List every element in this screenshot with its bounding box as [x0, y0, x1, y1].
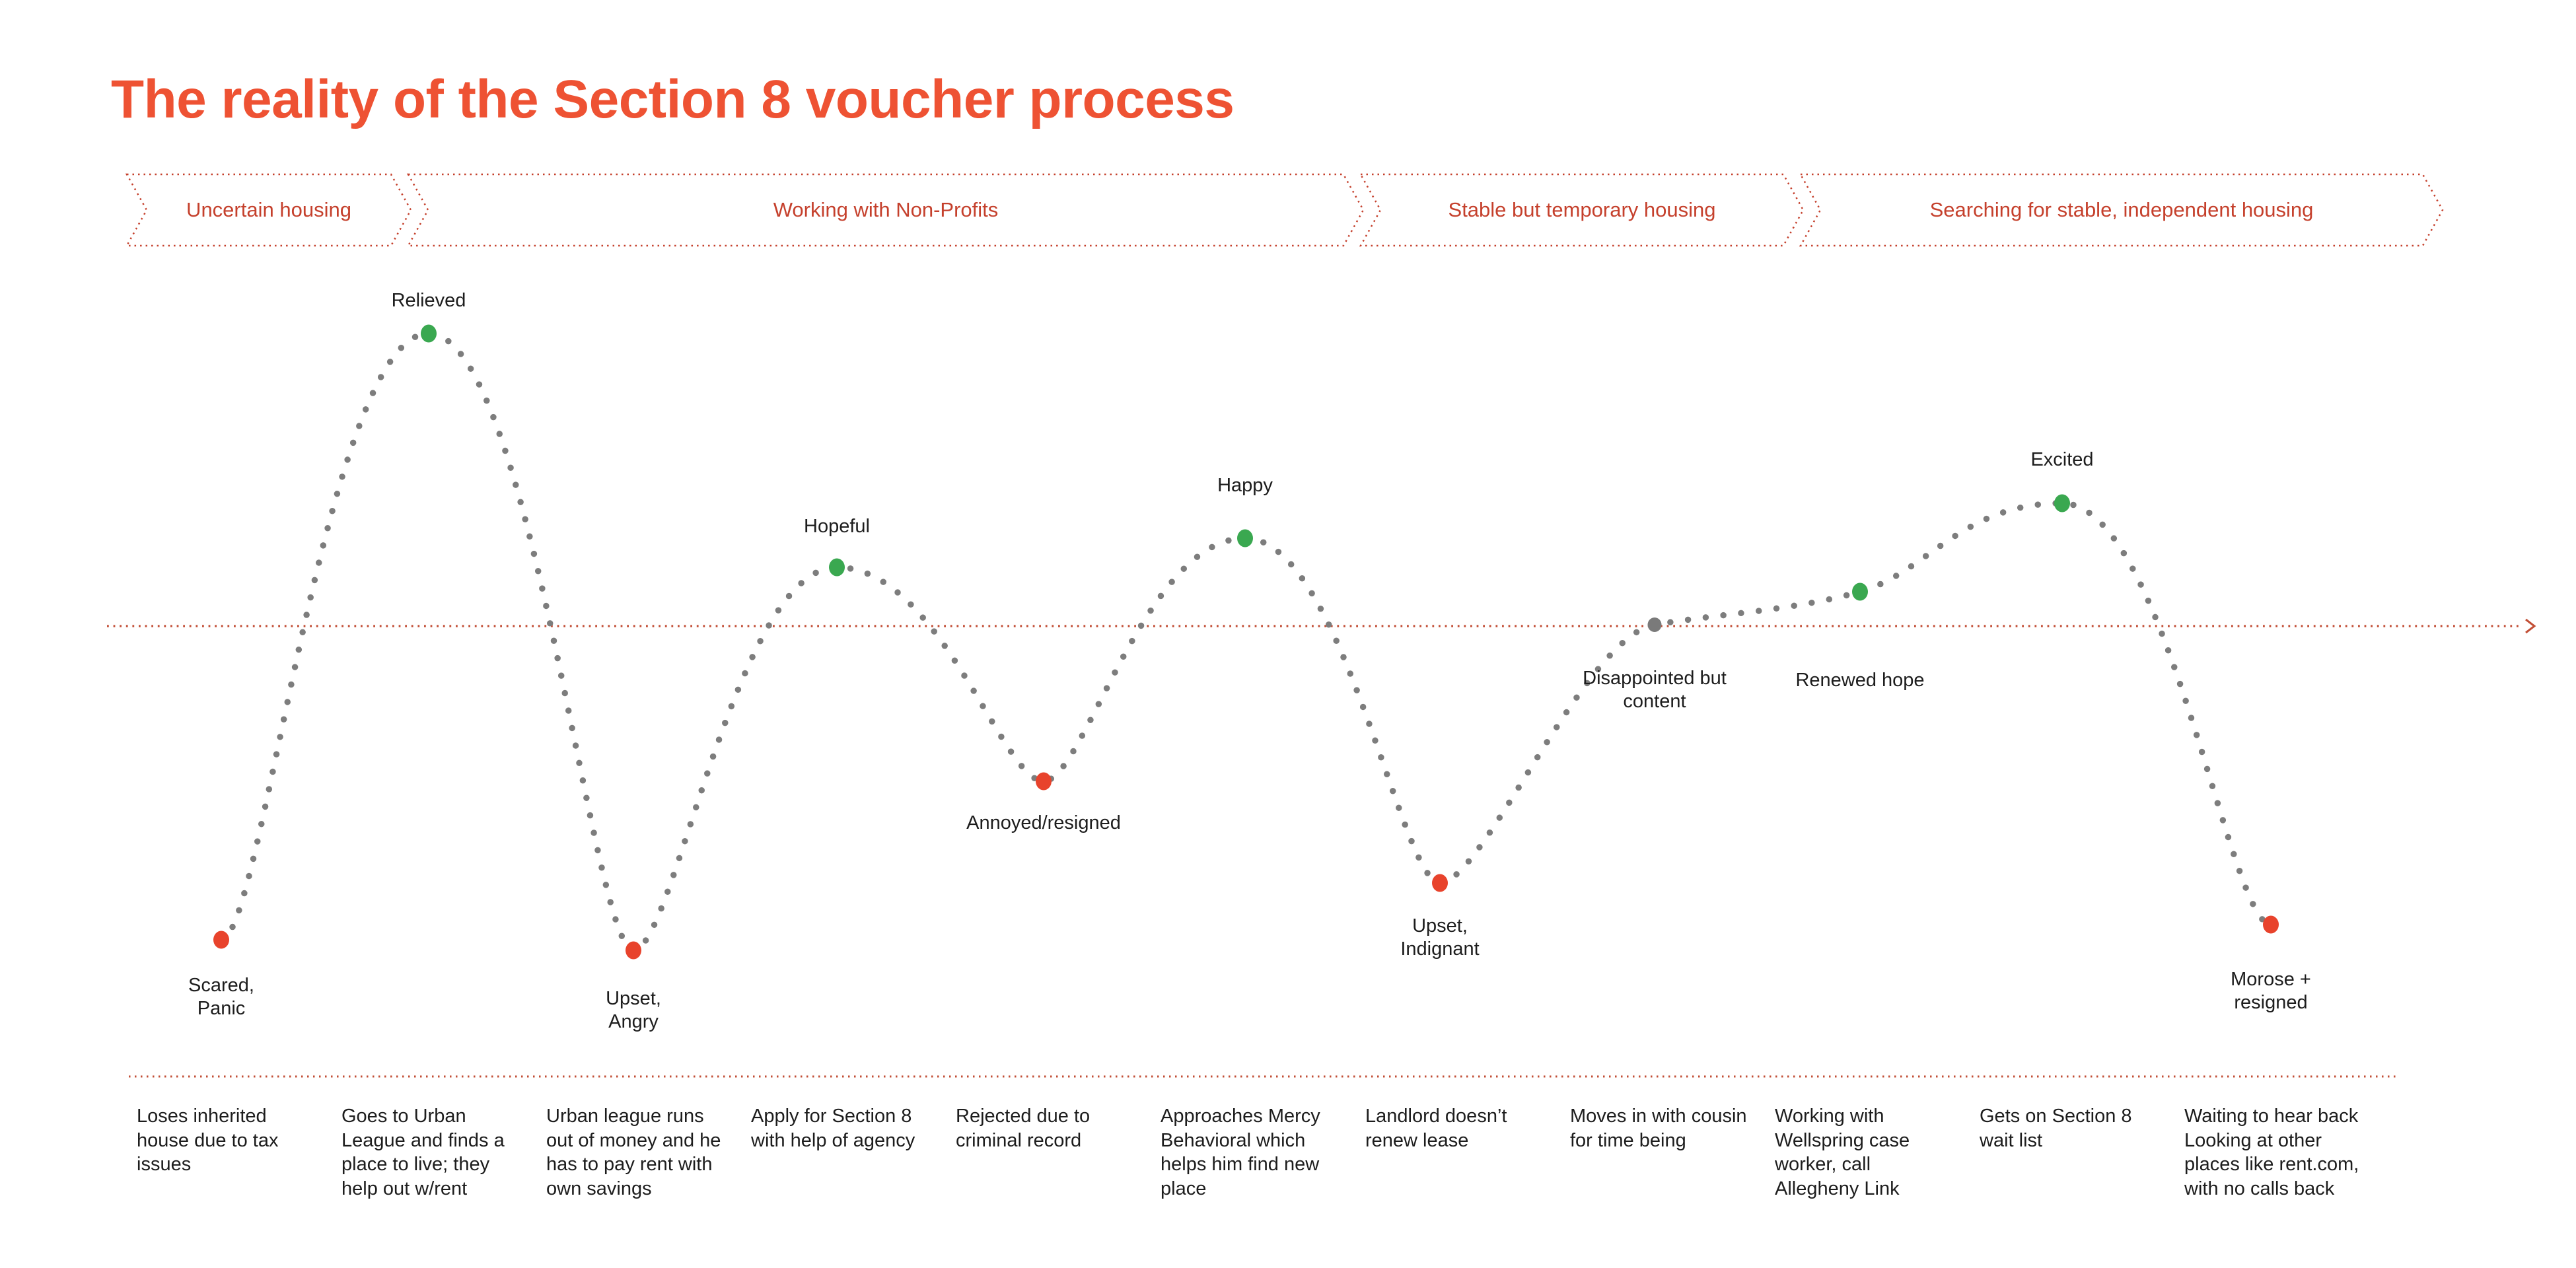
- journey-point-marker: [829, 558, 845, 577]
- journey-point-label: Happy: [1217, 475, 1273, 497]
- event-item: Approaches Mercy Behavioral which helps …: [1161, 1106, 1320, 1199]
- event-item: Moves in with cousin for time being: [1570, 1106, 1747, 1151]
- phase-label: Searching for stable, independent housin…: [1929, 198, 2314, 221]
- phase-banner: [1359, 173, 1805, 247]
- journey-point-marker: [2263, 915, 2279, 934]
- phase-banner: [406, 173, 1365, 247]
- journey-point-marker: [1432, 874, 1448, 892]
- journey-point-marker: [626, 941, 641, 960]
- event-item: Urban league runs out of money and he ha…: [546, 1106, 721, 1199]
- event-item: Gets on Section 8 wait list: [1980, 1106, 2132, 1151]
- phase-label: Working with Non-Profits: [773, 198, 999, 221]
- event-item: Goes to Urban League and finds a place t…: [341, 1106, 505, 1199]
- event-item: Waiting to hear back Looking at other pl…: [2184, 1106, 2359, 1199]
- baseline-arrow-icon: [2525, 618, 2536, 634]
- phase-label: Uncertain housing: [186, 198, 351, 221]
- journey-point-marker: [1036, 772, 1052, 791]
- event-item: Rejected due to criminal record: [956, 1106, 1091, 1151]
- journey-point-label: Morose + resigned: [2231, 969, 2311, 1013]
- journey-point-label: Upset, Angry: [606, 988, 661, 1032]
- journey-point-marker: [2054, 494, 2070, 512]
- phase-banner: [125, 173, 412, 247]
- event-item: Landlord doesn’t renew lease: [1365, 1106, 1507, 1151]
- journey-point-marker: [1647, 617, 1662, 632]
- journey-point-label: Annoyed/resigned: [966, 812, 1121, 833]
- journey-point-label: Relieved: [391, 290, 466, 312]
- journey-point-label: Renewed hope: [1795, 670, 1925, 691]
- event-item: Loses inherited house due to tax issues: [137, 1106, 279, 1176]
- journey-point-marker: [213, 931, 229, 949]
- journey-point-marker: [421, 324, 437, 343]
- journey-point-label: Upset, Indignant: [1400, 915, 1480, 960]
- event-item: Apply for Section 8 with help of agency: [751, 1106, 915, 1151]
- journey-point-marker: [1237, 529, 1253, 547]
- journey-point-marker: [1852, 582, 1868, 601]
- event-item: Working with Wellspring case worker, cal…: [1775, 1106, 1910, 1199]
- journey-point-label: Excited: [2030, 449, 2094, 471]
- page-title: The reality of the Section 8 voucher pro…: [111, 69, 1234, 129]
- journey-point-label: Scared, Panic: [188, 975, 254, 1019]
- journey-point-label: Disappointed but content: [1583, 668, 1727, 712]
- journey-point-label: Hopeful: [804, 516, 870, 538]
- journey-curve: [218, 330, 2274, 954]
- phase-label: Stable but temporary housing: [1448, 198, 1716, 221]
